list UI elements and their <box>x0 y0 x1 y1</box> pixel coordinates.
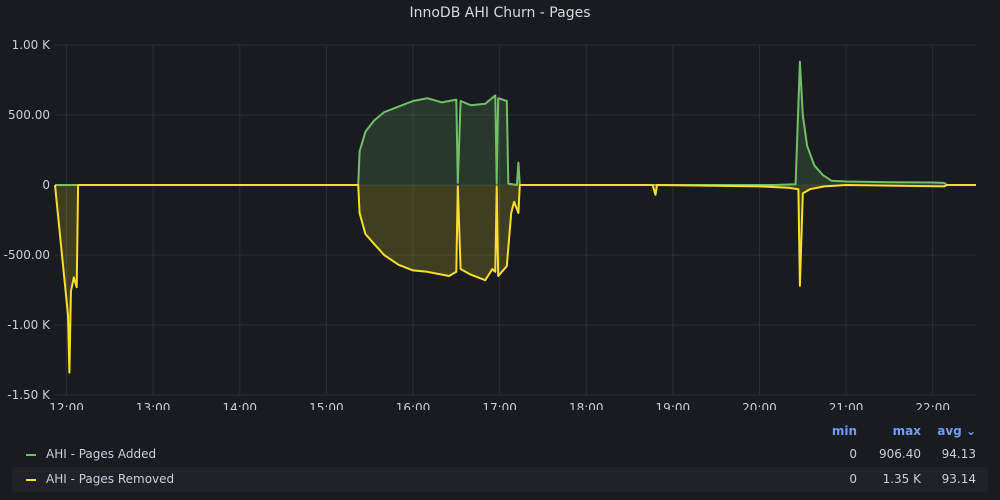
legend-row-pages-removed[interactable]: AHI - Pages Removed 0 1.35 K 93.14 <box>12 467 988 492</box>
legend-avg-value: 94.13 <box>941 447 976 461</box>
x-tick-label: 13:00 <box>136 401 171 410</box>
legend-series-name[interactable]: AHI - Pages Added <box>46 447 157 461</box>
grid-lines <box>55 44 976 396</box>
legend-min-value: 0 <box>849 447 857 461</box>
legend-header-max[interactable]: max <box>892 424 921 438</box>
legend-min-value: 0 <box>849 472 857 486</box>
legend: min max avg ⌄ AHI - Pages Added 0 906.40… <box>12 420 988 492</box>
legend-max-value: 1.35 K <box>882 472 921 486</box>
x-tick-label: 20:00 <box>742 401 777 410</box>
y-axis-ticks: 1.00 K 500.00 0 -500.00 -1.00 K -1.50 K <box>4 38 51 402</box>
legend-max-value: 906.40 <box>879 447 921 461</box>
x-tick-label: 18:00 <box>569 401 604 410</box>
legend-header-min[interactable]: min <box>831 424 857 438</box>
legend-avg-value: 93.14 <box>941 472 976 486</box>
x-tick-label: 22:00 <box>915 401 950 410</box>
legend-header: min max avg ⌄ <box>12 420 988 442</box>
legend-header-avg[interactable]: avg ⌄ <box>937 424 976 438</box>
y-tick-label: 0 <box>42 178 50 192</box>
x-tick-label: 17:00 <box>482 401 517 410</box>
chart-area: 1.00 K 500.00 0 -500.00 -1.00 K -1.50 K 12:00… <box>4 38 976 410</box>
x-tick-label: 12:00 <box>49 401 84 410</box>
x-tick-label: 14:00 <box>222 401 257 410</box>
series-layer <box>54 60 976 374</box>
x-tick-label: 21:00 <box>829 401 864 410</box>
series-area-ahi-pages-removed <box>55 185 976 373</box>
series-swatch-icon <box>26 454 36 456</box>
legend-row-pages-added[interactable]: AHI - Pages Added 0 906.40 94.13 <box>12 442 988 467</box>
y-tick-label: 500.00 <box>8 108 50 122</box>
x-tick-label: 16:00 <box>396 401 431 410</box>
x-tick-label: 15:00 <box>309 401 344 410</box>
legend-series-name[interactable]: AHI - Pages Removed <box>46 472 175 486</box>
chart-title: InnoDB AHI Churn - Pages <box>409 5 591 21</box>
series-line-ahi-pages-removed <box>54 184 976 374</box>
x-axis-ticks: 12:00 13:00 14:00 15:00 16:00 17:00 18:00 19:00… <box>49 401 950 410</box>
x-tick-label: 19:00 <box>656 401 691 410</box>
y-tick-label: 1.00 K <box>12 38 52 52</box>
y-tick-label: -500.00 <box>4 248 50 262</box>
y-tick-label: -1.00 K <box>7 318 51 332</box>
series-area-ahi-pages-added <box>55 61 976 185</box>
series-swatch-icon <box>26 479 36 481</box>
series-line-ahi-pages-added <box>55 60 976 186</box>
y-tick-label: -1.50 K <box>7 388 51 402</box>
